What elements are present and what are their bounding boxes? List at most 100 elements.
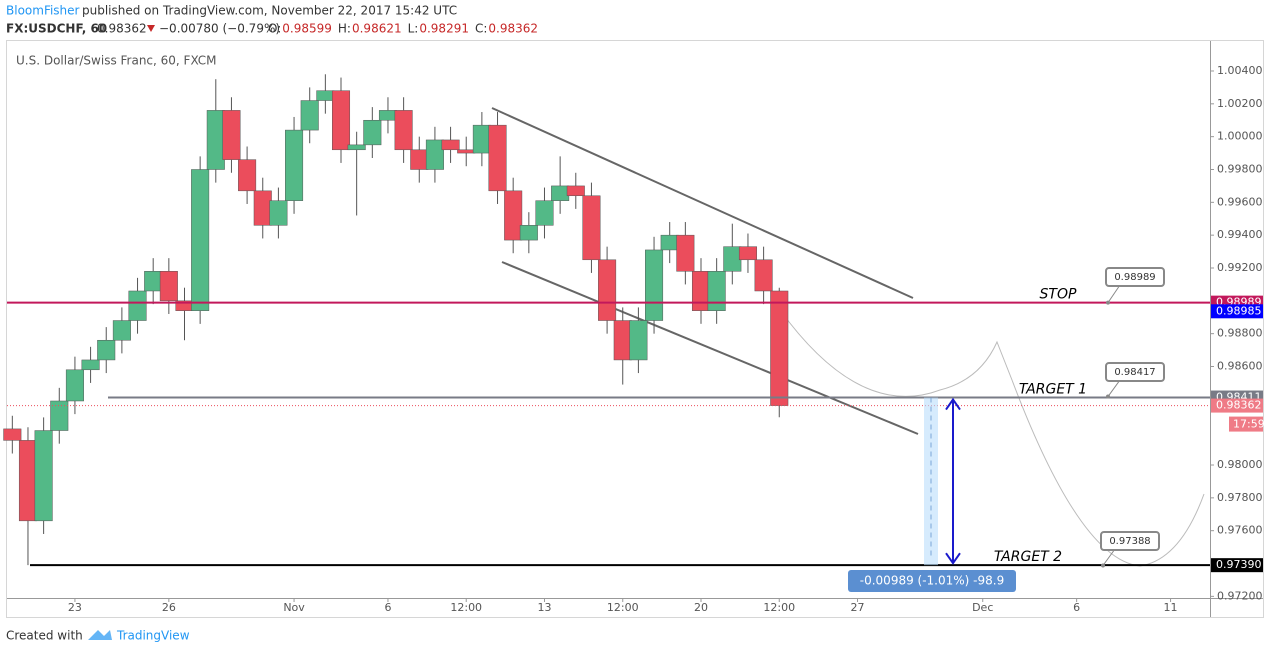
candle [331, 77, 351, 163]
candle-body [81, 359, 100, 371]
candle-body [347, 144, 366, 151]
candle [144, 258, 163, 305]
candle-body [3, 428, 22, 441]
candle [112, 307, 131, 354]
candle [128, 277, 147, 334]
candle-body [676, 234, 695, 272]
candle-body [598, 259, 617, 321]
last-price-label: 0.98362 [1216, 399, 1262, 412]
candle [691, 258, 711, 324]
candle [222, 97, 241, 173]
candle [645, 236, 664, 334]
candle-body [519, 225, 538, 241]
last: 0.98362 [97, 22, 147, 36]
candle [738, 233, 757, 273]
frame [6, 40, 1264, 618]
candle-body [770, 290, 789, 406]
candle-body [645, 249, 664, 321]
quote-key: C: [475, 22, 487, 36]
candle [81, 346, 100, 383]
candle [394, 97, 413, 163]
candle [238, 146, 257, 204]
y-tick-label: 0.99600 [1217, 195, 1263, 208]
candle-body [504, 190, 523, 241]
candle [18, 427, 37, 566]
candle [363, 107, 382, 158]
projection [779, 309, 1205, 567]
candle-body [65, 369, 84, 402]
y-tick-label: 0.97200 [1217, 589, 1263, 602]
candle [566, 172, 585, 209]
x-tick-label: 12:00 [450, 601, 482, 614]
candle [472, 112, 491, 167]
candle [551, 156, 570, 214]
callout-anchor [1106, 300, 1110, 305]
callout-leader [1102, 548, 1116, 566]
candle-body [441, 139, 460, 151]
level-name: TARGET 1 [1019, 382, 1087, 398]
candle [97, 327, 116, 374]
x-tick-label: 12:00 [763, 601, 795, 614]
candle [269, 187, 288, 239]
candle-body [738, 246, 757, 261]
candle-body [754, 259, 773, 292]
candle [598, 246, 617, 334]
bid-label: 0.98985 [1216, 304, 1262, 317]
candle-body [97, 339, 116, 361]
candle [535, 187, 554, 239]
candle-body [582, 195, 601, 261]
candle [34, 417, 53, 534]
callout-box [1105, 267, 1165, 287]
quote-value: 0.98621 [352, 22, 402, 36]
candle-body [222, 110, 241, 160]
channel-bottom [501, 261, 919, 435]
published: published on TradingView.com, November 2… [82, 4, 457, 18]
x-tick-label: 27 [851, 601, 865, 614]
candle [191, 156, 210, 324]
candle-body [18, 440, 37, 522]
axis-level-box [1211, 558, 1263, 573]
arrow-head-down [945, 552, 961, 565]
y-tick-label: 0.98600 [1217, 360, 1263, 373]
candle-body [128, 290, 147, 321]
candle-body [269, 200, 288, 226]
callout-anchor [1101, 563, 1105, 568]
down-arrow [147, 25, 155, 32]
level-name: STOP [1040, 287, 1077, 303]
candle [457, 136, 476, 167]
x-tick-label: 13 [537, 601, 551, 614]
callout-leader [1107, 379, 1121, 397]
callout-box [1105, 362, 1165, 382]
candle [316, 74, 335, 114]
measure-box [848, 570, 1016, 592]
candle [707, 258, 726, 324]
y-tick-label: 0.98000 [1217, 458, 1263, 471]
level-name: TARGET 2 [994, 549, 1062, 565]
candle-body [238, 159, 257, 192]
author[interactable]: BloomFisher [6, 4, 80, 18]
candle [613, 307, 632, 385]
callout-label: 0.97388 [1109, 536, 1150, 547]
footer-brand[interactable]: TradingView [116, 629, 190, 643]
candle-body [394, 110, 413, 151]
candle [770, 287, 789, 418]
callout-leader [1107, 284, 1121, 303]
quote-key: H: [338, 22, 351, 36]
candle-body [707, 271, 726, 311]
symbol: FX:USDCHF, 60 [6, 22, 107, 36]
y-tick-label: 0.99800 [1217, 162, 1263, 175]
axis-level-label: 0.97390 [1216, 558, 1262, 571]
candle [175, 287, 194, 341]
candle [300, 87, 319, 144]
countdown: 17:59 [1233, 418, 1265, 431]
footer-created: Created with [6, 629, 83, 643]
callout-label: 0.98417 [1114, 367, 1155, 378]
candle [660, 222, 679, 264]
y-tick-label: 1.00200 [1217, 97, 1263, 110]
candle [629, 307, 648, 374]
quote-value: 0.98362 [488, 22, 538, 36]
candle-body [660, 234, 679, 251]
candle [159, 258, 178, 314]
y-tick-label: 0.99200 [1217, 261, 1263, 274]
